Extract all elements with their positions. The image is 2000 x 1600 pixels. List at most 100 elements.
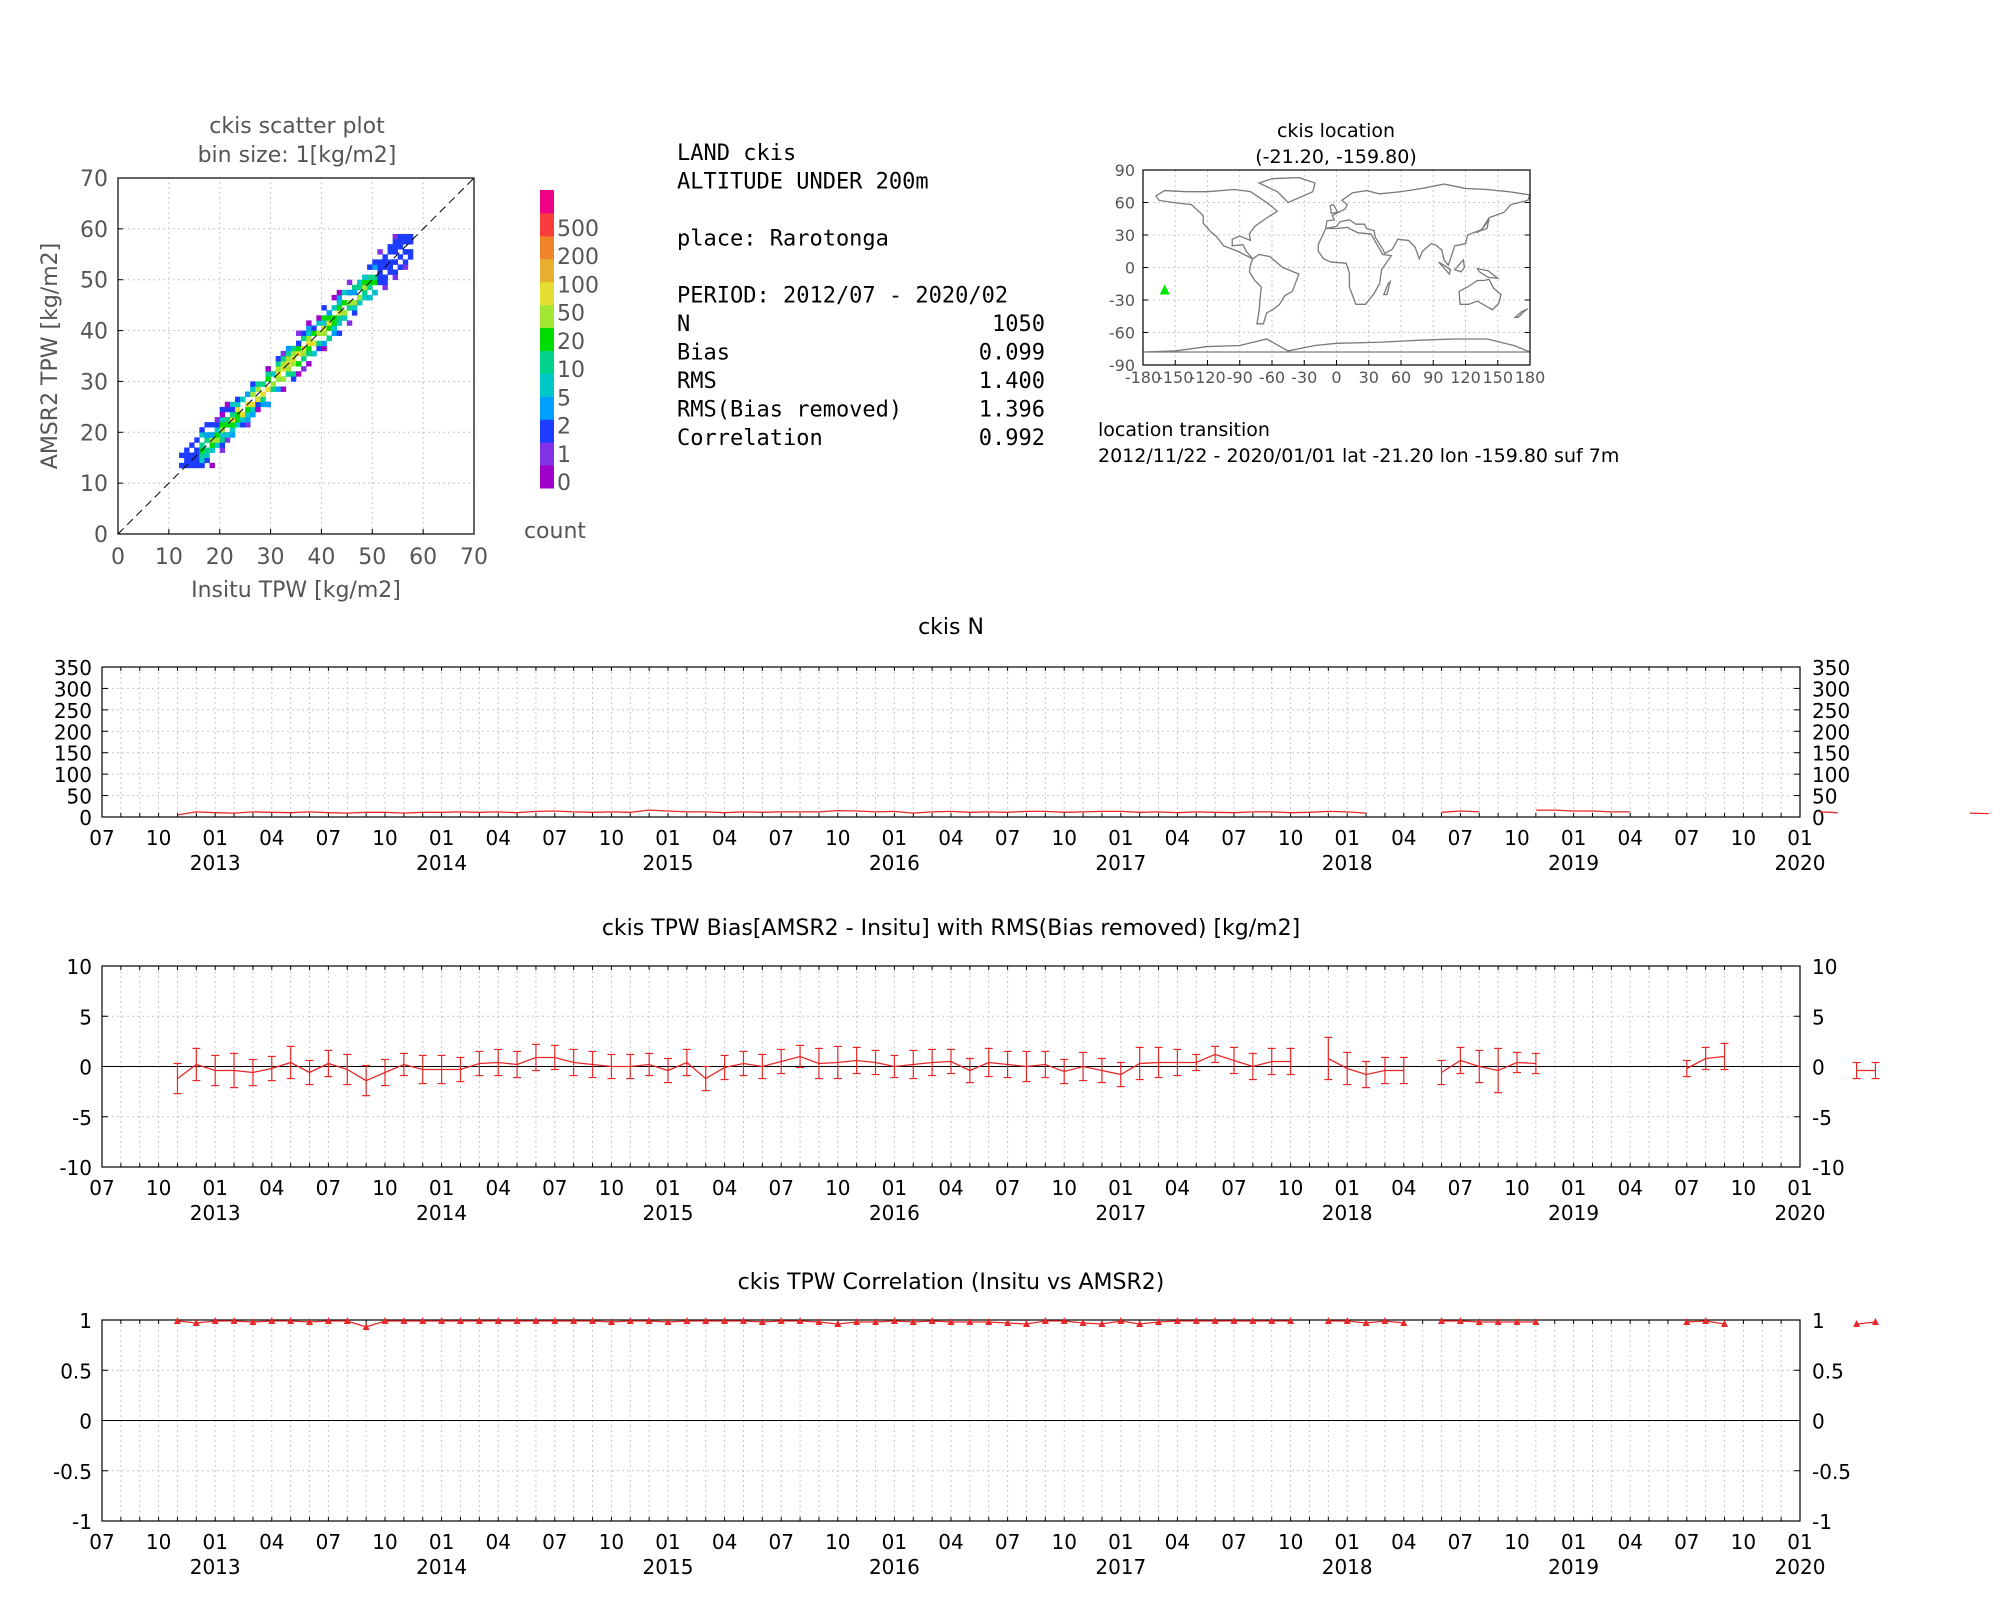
stats-value: 1.396 xyxy=(979,398,1045,423)
y-tick-label: 50 xyxy=(80,269,108,294)
y-tick-label-right: 350 xyxy=(1812,656,1850,680)
scatter-bin xyxy=(194,437,200,443)
scatter-bin xyxy=(189,442,195,448)
year-label: 2013 xyxy=(190,1555,241,1579)
panel-frame xyxy=(101,965,1801,1168)
scatter-bin xyxy=(301,366,307,372)
lon-tick-label: 90 xyxy=(1423,368,1443,387)
y-tick-label: 0.5 xyxy=(60,1359,92,1383)
data-point xyxy=(1494,1318,1502,1326)
year-label: 2013 xyxy=(190,1201,241,1225)
month-label: 10 xyxy=(1278,1530,1303,1554)
scatter-bin xyxy=(250,406,256,413)
scatter-bin xyxy=(224,437,231,443)
scatter-bin xyxy=(255,406,261,413)
data-point xyxy=(513,1317,521,1325)
colorbar-label: 20 xyxy=(557,330,585,355)
month-label: 04 xyxy=(938,1176,963,1200)
y-tick-label-right: 250 xyxy=(1812,699,1850,723)
scatter-bin xyxy=(402,249,409,255)
month-label: 07 xyxy=(1448,1176,1473,1200)
scatter-bin xyxy=(306,345,312,352)
scatter-bin xyxy=(351,305,358,311)
month-label: 01 xyxy=(655,1530,680,1554)
coastline xyxy=(1382,279,1392,296)
month-label: 10 xyxy=(599,1176,624,1200)
coastline xyxy=(1513,308,1529,318)
year-label: 2019 xyxy=(1548,851,1599,875)
data-point xyxy=(872,1318,880,1326)
scatter-bin xyxy=(306,330,312,336)
scatter-bin xyxy=(270,386,276,392)
data-point xyxy=(1136,1320,1144,1328)
data-point xyxy=(758,1318,766,1326)
month-label: 10 xyxy=(372,1530,397,1554)
scatter-bin xyxy=(234,422,241,428)
scatter-bin xyxy=(336,300,343,306)
y-tick-label-right: 0 xyxy=(1812,1056,1825,1080)
y-tick-label: 100 xyxy=(54,763,92,787)
data-point xyxy=(1192,1317,1200,1325)
scatter-bin xyxy=(290,345,297,352)
scatter-bin xyxy=(204,452,210,459)
scatter-bin xyxy=(311,340,317,347)
month-label: 10 xyxy=(825,1530,850,1554)
scatter-bin xyxy=(219,411,226,418)
scatter-bin xyxy=(296,345,302,352)
stats-line: place: Rarotonga xyxy=(677,227,889,252)
scatter-bin xyxy=(234,417,241,423)
scatter-bin xyxy=(280,366,287,372)
scatter-bin xyxy=(296,361,302,367)
data-point xyxy=(419,1317,427,1325)
scatter-bin xyxy=(402,259,409,265)
lon-tick-label: -180 xyxy=(1125,368,1161,387)
year-label: 2016 xyxy=(869,1555,920,1579)
scatter-bin xyxy=(301,350,307,357)
month-label: 07 xyxy=(1448,1530,1473,1554)
location-transition-title: location transition xyxy=(1098,419,1270,441)
panel-frame xyxy=(101,666,1801,818)
scatter-bin xyxy=(336,289,343,296)
scatter-bin xyxy=(209,462,215,469)
scatter-bin xyxy=(402,233,409,240)
data-point xyxy=(815,1318,823,1326)
scatter-bin xyxy=(189,462,195,469)
scatter-subtitle: bin size: 1[kg/m2] xyxy=(198,143,397,168)
data-point xyxy=(1456,1317,1464,1325)
scatter-bin xyxy=(265,376,271,382)
month-label: 04 xyxy=(1391,1530,1416,1554)
lon-tick-label: -30 xyxy=(1291,368,1317,387)
month-label: 10 xyxy=(599,1530,624,1554)
scatter-bin xyxy=(224,422,231,428)
scatter-bin xyxy=(194,462,200,469)
one-to-one-line xyxy=(117,177,475,535)
scatter-bin xyxy=(275,376,282,382)
month-label: 01 xyxy=(1787,1176,1812,1200)
month-label: 01 xyxy=(1787,1530,1812,1554)
stats-label: Bias xyxy=(677,341,730,366)
data-point xyxy=(796,1317,804,1325)
x-tick-label: 30 xyxy=(257,545,285,570)
scatter-bin xyxy=(407,249,414,255)
data-point xyxy=(626,1317,634,1325)
scatter-bin xyxy=(306,340,312,347)
year-label: 2014 xyxy=(416,1555,467,1579)
y-tick-label: -10 xyxy=(59,1156,92,1180)
scatter-bin xyxy=(265,371,271,377)
scatter-bin xyxy=(372,274,378,281)
month-label: 04 xyxy=(1165,826,1190,850)
data-point xyxy=(721,1317,729,1325)
scatter-bin xyxy=(275,366,282,372)
data-point xyxy=(324,1317,332,1325)
scatter-bin xyxy=(234,396,241,403)
scatter-bin xyxy=(285,366,292,372)
month-label: 10 xyxy=(1051,826,1076,850)
scatter-bin xyxy=(184,447,190,453)
month-label: 10 xyxy=(1504,1176,1529,1200)
month-label: 07 xyxy=(1221,1530,1246,1554)
y-tick-label: 70 xyxy=(80,167,108,192)
scatter-bin xyxy=(392,233,399,240)
lon-tick-label: -60 xyxy=(1259,368,1285,387)
scatter-bin xyxy=(372,289,378,296)
scatter-bin xyxy=(219,432,226,438)
